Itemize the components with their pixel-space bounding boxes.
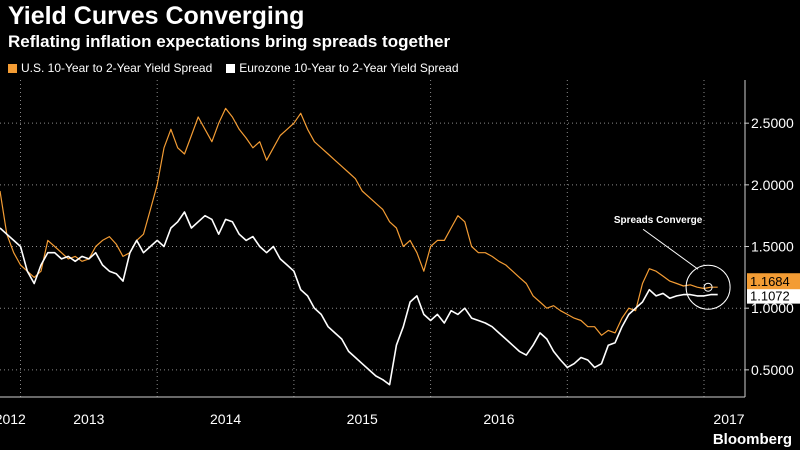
x-tick-label-0: 2012 — [0, 411, 26, 427]
annotation-leader — [642, 228, 699, 270]
legend-swatch-ez — [226, 63, 236, 73]
eurozone-last-value-box — [747, 287, 800, 304]
y-tick-label-4: 2.5000 — [751, 115, 794, 131]
us-spread-line — [0, 107, 718, 336]
brand-logo: Bloomberg — [712, 431, 792, 448]
legend: U.S. 10-Year to 2-Year Yield Spread Euro… — [8, 61, 459, 75]
legend-item-ez: Eurozone 10-Year to 2-Year Yield Spread — [226, 61, 459, 75]
us-last-value-box — [747, 273, 800, 290]
us-last-value-label: 1.1684 — [750, 274, 790, 289]
x-tick-label-3: 2015 — [347, 411, 378, 427]
annotation-label: Spreads Converge — [614, 215, 703, 226]
legend-swatch-us — [8, 63, 17, 73]
legend-label-ez: Eurozone 10-Year to 2-Year Yield Spread — [239, 61, 459, 75]
x-tick-label-1: 2013 — [73, 411, 104, 427]
legend-label-us: U.S. 10-Year to 2-Year Yield Spread — [21, 61, 213, 75]
y-tick-label-3: 2.0000 — [751, 177, 794, 193]
y-tick-label-1: 1.0000 — [751, 300, 794, 316]
chart-subtitle: Reflating inflation expectations bring s… — [8, 32, 451, 51]
eurozone-spread-line — [0, 211, 718, 386]
chart-title: Yield Curves Converging — [8, 2, 305, 30]
annotation-circle — [685, 264, 731, 310]
y-tick-label-2: 1.5000 — [751, 239, 794, 255]
x-tick-label-2: 2014 — [210, 411, 241, 427]
x-tick-label-5: 2017 — [713, 411, 744, 427]
eurozone-last-value-label: 1.1072 — [750, 289, 790, 304]
legend-item-us: U.S. 10-Year to 2-Year Yield Spread — [8, 61, 212, 75]
x-tick-label-4: 2016 — [483, 411, 514, 427]
y-tick-label-0: 0.5000 — [751, 362, 794, 378]
annotation-dot — [703, 282, 713, 292]
